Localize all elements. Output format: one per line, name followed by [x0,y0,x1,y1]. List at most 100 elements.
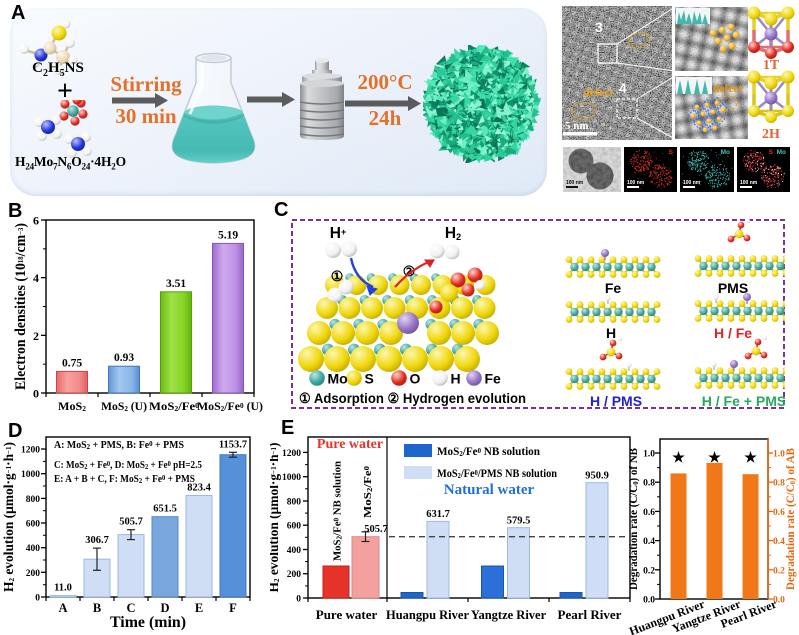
svg-text:1.0: 1.0 [773,450,785,460]
svg-text:0.8: 0.8 [773,479,785,489]
svg-text:defect: defect [713,83,743,95]
svg-text:S: S [669,149,674,156]
svg-text:400: 400 [26,544,41,554]
svg-text:H / PMS: H / PMS [590,393,642,409]
svg-text:100 nm: 100 nm [683,180,701,186]
svg-text:4: 4 [33,271,39,285]
svg-text:Pearl River: Pearl River [558,607,622,622]
svg-text:3.51: 3.51 [166,278,186,290]
svg-text:Huangpu River: Huangpu River [386,608,469,622]
svg-text:Fe: Fe [605,280,622,296]
svg-text:1.0: 1.0 [643,450,655,460]
svg-text:PMS: PMS [718,280,748,296]
svg-text:defect: defect [583,85,614,99]
svg-text:800: 800 [287,497,302,507]
svg-text:S: S [769,149,774,156]
svg-text:505.7: 505.7 [119,517,143,528]
svg-text:1T: 1T [763,58,780,73]
svg-text:H: H [451,371,461,387]
svg-text:C: MoS2 + Fe0, D: MoS2 + Fe0 p: C: MoS2 + Fe0, D: MoS2 + Fe0 pH=2.5 [54,460,202,472]
svg-text:O: O [410,371,421,387]
svg-text:H2 evolution (μmol·g−1·h−1): H2 evolution (μmol·g−1·h−1) [1,442,16,592]
svg-text:H: H [606,325,616,341]
svg-text:Electron densities (1018/cm−3): Electron densities (1018/cm−3) [13,223,29,390]
svg-text:800: 800 [26,495,41,505]
svg-text:1153.7: 1153.7 [219,439,247,450]
svg-text:MoS2/Fe0 NB solution: MoS2/Fe0 NB solution [332,461,344,561]
svg-text:MoS2/Fe0: MoS2/Fe0 [363,465,375,518]
svg-text:H+: H+ [330,225,346,242]
svg-text:0.4: 0.4 [773,537,785,547]
svg-text:0.75: 0.75 [62,357,82,369]
svg-text:H2: H2 [445,225,461,242]
svg-text:11.0: 11.0 [54,583,72,594]
svg-text:MoS2/Fe0 NB solution: MoS2/Fe0 NB solution [437,446,541,458]
svg-text:600: 600 [26,520,41,530]
svg-text:★: ★ [744,450,757,466]
svg-text:0.6: 0.6 [773,508,785,518]
svg-text:1200: 1200 [282,449,301,459]
svg-text:Pure water: Pure water [317,437,383,452]
svg-text:F: F [229,601,237,615]
svg-text:0.8: 0.8 [643,479,655,489]
svg-text:1200: 1200 [21,446,40,456]
svg-text:① Adsorption ② Hydrogen evolut: ① Adsorption ② Hydrogen evolution [299,390,526,406]
svg-text:★: ★ [708,450,721,466]
svg-text:950.9: 950.9 [585,471,609,482]
svg-text:E: A + B + C, F: MoS2 + Fe0 +: E: A + B + C, F: MoS2 + Fe0 + PMS [54,474,195,486]
svg-text:4: 4 [619,80,627,96]
svg-text:①: ① [331,268,344,284]
svg-text:H2 evolution (μmol·g−1·h−1): H2 evolution (μmol·g−1·h−1) [270,443,281,593]
svg-text:306.7: 306.7 [85,535,109,546]
svg-text:1000: 1000 [282,473,301,483]
svg-text:100 nm: 100 nm [740,180,758,186]
svg-text:200: 200 [26,569,41,579]
svg-text:MoS2/Fe0 (U): MoS2/Fe0 (U) [197,401,263,413]
svg-text:0.2: 0.2 [773,566,785,576]
svg-text:H / Fe: H / Fe [714,325,752,341]
svg-text:★: ★ [672,450,685,466]
svg-text:Fe: Fe [485,371,502,387]
svg-text:D: D [160,601,169,615]
svg-text:Pure water: Pure water [316,607,378,622]
svg-text:505.7: 505.7 [364,524,388,535]
svg-text:MoS2: MoS2 [58,401,87,413]
svg-text:MoS2/Fe0/PMS NB solution: MoS2/Fe0/PMS NB solution [437,468,558,480]
svg-text:6: 6 [33,214,39,228]
svg-text:Time (min): Time (min) [110,614,186,631]
svg-text:2H: 2H [762,127,780,142]
svg-text:600: 600 [287,522,302,532]
svg-text:400: 400 [287,546,302,556]
svg-text:0.0: 0.0 [773,596,785,606]
svg-text:MoS2/Fe0: MoS2/Fe0 [149,401,200,413]
svg-text:0.93: 0.93 [114,352,134,364]
svg-text:Mo: Mo [777,149,786,156]
svg-text:651.5: 651.5 [153,504,177,515]
svg-text:A: MoS2 + PMS, B: Fe0 + PMS: A: MoS2 + PMS, B: Fe0 + PMS [54,440,184,452]
svg-text:2: 2 [33,329,39,343]
svg-text:823.4: 823.4 [187,482,211,493]
svg-text:E: E [195,601,203,615]
svg-text:H / Fe + PMS: H / Fe + PMS [702,393,785,409]
svg-text:C: C [126,601,135,615]
svg-text:0: 0 [296,595,301,605]
svg-text:Yangtze River: Yangtze River [471,608,547,622]
svg-text:Natural water: Natural water [444,482,535,498]
svg-text:200: 200 [287,570,302,580]
svg-text:A: A [58,601,67,615]
svg-text:MoS2 (U): MoS2 (U) [101,401,147,413]
svg-text:100 nm: 100 nm [566,180,584,186]
svg-text:S: S [365,371,374,387]
svg-text:5.19: 5.19 [218,229,238,241]
svg-text:Mo: Mo [721,149,730,156]
svg-text:0: 0 [33,387,39,401]
svg-text:579.5: 579.5 [507,516,531,527]
svg-text:0.0: 0.0 [643,596,655,606]
svg-text:631.7: 631.7 [426,509,450,520]
svg-text:0.4: 0.4 [643,537,655,547]
svg-text:0.6: 0.6 [643,508,655,518]
svg-text:3: 3 [595,19,603,35]
svg-text:0.2: 0.2 [643,566,655,576]
svg-text:1000: 1000 [21,470,40,480]
svg-text:Mo: Mo [328,371,348,387]
